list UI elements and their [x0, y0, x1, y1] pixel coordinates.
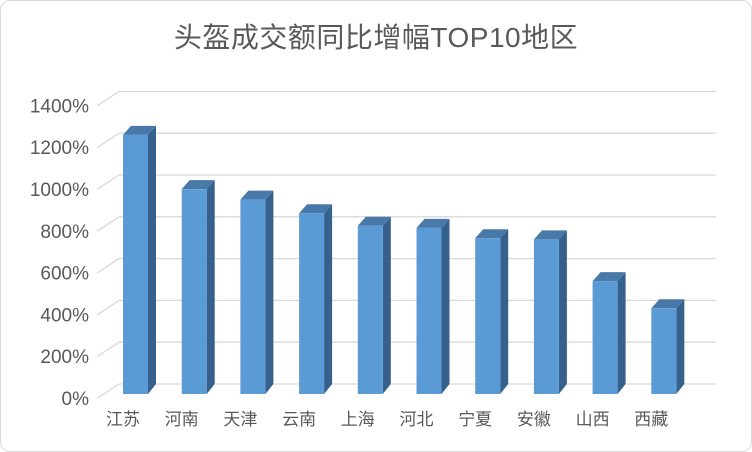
bar-top-face — [123, 125, 156, 135]
x-axis-label: 上海 — [341, 410, 375, 429]
bar-top-face — [299, 204, 333, 214]
bar-side-face — [148, 125, 156, 394]
x-axis-label: 云南 — [282, 410, 316, 429]
bar-side-face — [558, 230, 567, 394]
x-axis-label: 天津 — [223, 410, 257, 429]
y-axis-tick — [96, 383, 120, 400]
y-axis-label: 600% — [40, 264, 89, 285]
bar-side-face — [324, 204, 333, 394]
bar-side-face — [265, 190, 274, 394]
bar-front-face — [299, 213, 325, 394]
x-axis-label: 河南 — [165, 410, 199, 429]
bar-top-face — [651, 299, 685, 309]
x-axis-label: 河北 — [400, 410, 434, 429]
bar-top-face — [181, 180, 215, 190]
bar-side-face — [676, 299, 685, 394]
x-axis-label: 西藏 — [634, 410, 668, 429]
y-axis-tick — [96, 299, 120, 316]
bar-side-face — [441, 218, 450, 394]
bar-side-face — [617, 272, 626, 394]
bar-top-face — [240, 190, 274, 200]
x-axis-label: 江苏 — [106, 410, 140, 429]
y-axis-tick — [96, 90, 120, 107]
bar-front-face — [475, 238, 501, 394]
bar-top-face — [533, 230, 567, 240]
bar-side-face — [500, 229, 509, 394]
bar-side-face — [382, 216, 391, 394]
bar-front-face — [592, 281, 618, 394]
bar-front-face — [123, 134, 148, 394]
bar-top-face — [475, 229, 509, 239]
x-axis-label: 宁夏 — [458, 410, 492, 429]
y-axis-label: 1000% — [30, 180, 89, 201]
y-axis-tick — [96, 258, 120, 274]
y-axis-tick — [96, 216, 120, 232]
bar-front-face — [533, 239, 559, 394]
y-axis-label: 800% — [40, 222, 89, 243]
y-axis-tick — [96, 174, 120, 191]
y-axis-label: 0% — [62, 389, 90, 410]
bar-top-face — [592, 272, 626, 282]
y-axis-tick — [96, 132, 120, 149]
bar-front-face — [416, 227, 442, 394]
x-axis-label: 山西 — [576, 410, 610, 429]
x-axis-label: 安徽 — [517, 410, 551, 429]
bar-front-face — [651, 308, 677, 394]
bar-front-face — [357, 225, 383, 394]
y-axis-label: 1200% — [30, 138, 89, 159]
bar-front-face — [181, 189, 207, 394]
y-axis-label: 1400% — [30, 96, 89, 117]
bar-top-face — [357, 216, 391, 226]
bar-top-face — [416, 218, 450, 228]
chart-title: 头盔成交额同比增幅TOP10地区 — [173, 22, 579, 53]
y-axis-tick — [96, 341, 120, 358]
bar-side-face — [206, 180, 215, 394]
y-axis-label: 200% — [40, 347, 89, 368]
bar-front-face — [240, 199, 266, 394]
y-axis-label: 400% — [40, 305, 89, 326]
